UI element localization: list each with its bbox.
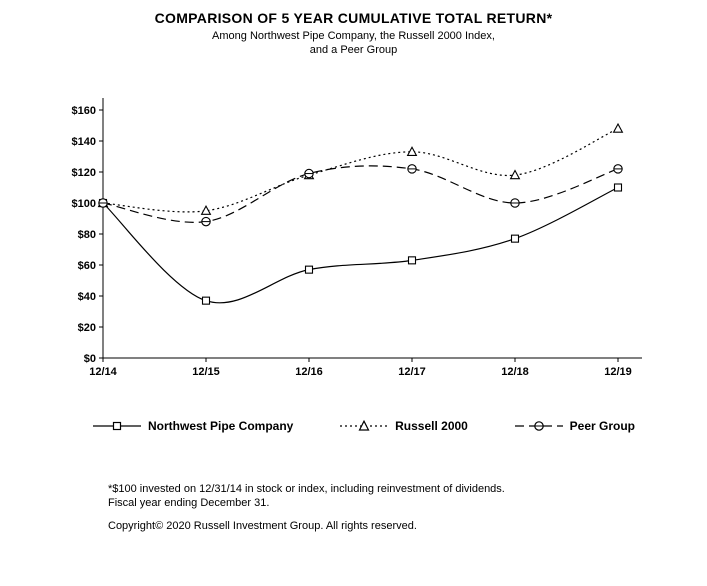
y-tick-label: $100 — [72, 198, 96, 210]
legend-item-peer-group: Peer Group — [514, 418, 635, 434]
marker-triangle — [406, 146, 418, 156]
chart-subtitle-line1: Among Northwest Pipe Company, the Russel… — [212, 30, 495, 42]
marker-square — [201, 296, 211, 305]
line-chart: $0 $20 $40 $60 $80 $100 $120 $140 $160 12/14 12/15… — [72, 98, 642, 378]
legend-label-peer-group: Peer Group — [569, 419, 635, 433]
chart-title: COMPARISON OF 5 YEAR CUMULATIVE TOTAL RE… — [154, 10, 553, 26]
marker-square — [304, 265, 314, 274]
legend-item-northwest-pipe: Northwest Pipe Company — [92, 418, 293, 434]
footnote-line2: Fiscal year ending December 31. — [108, 497, 270, 509]
series-line-circle — [102, 165, 619, 223]
series-line-triangle — [102, 128, 619, 213]
legend-item-russell-2000: Russell 2000 — [339, 418, 468, 434]
marker-square — [510, 234, 520, 243]
triangle-marker-icon — [340, 419, 389, 431]
copyright-note: Copyright© 2020 Russell Investment Group… — [108, 520, 417, 532]
legend-label-russell-2000: Russell 2000 — [395, 419, 468, 433]
marker-triangle — [612, 122, 624, 133]
y-tick-label: $140 — [72, 136, 96, 148]
y-tick-label: $20 — [78, 322, 96, 334]
marker-triangle — [200, 204, 212, 215]
x-tick-label: 12/14 — [89, 366, 117, 378]
x-tick-label: 12/18 — [501, 366, 529, 378]
y-tick-label: $120 — [72, 167, 96, 179]
chart-legend: Northwest Pipe Company Russell 2000 Peer… — [0, 418, 707, 434]
y-tick-label: $60 — [78, 260, 96, 272]
series-line-square — [102, 186, 619, 304]
marker-square — [613, 183, 623, 192]
x-tick-label: 12/19 — [604, 366, 632, 378]
chart-subtitle-line2: and a Peer Group — [309, 44, 398, 56]
x-tick-label: 12/17 — [398, 366, 426, 378]
x-tick-label: 12/15 — [192, 366, 220, 378]
y-tick-label: $40 — [78, 291, 96, 303]
legend-label-northwest-pipe: Northwest Pipe Company — [148, 419, 294, 433]
x-tick-label: 12/16 — [295, 366, 323, 378]
marker-triangle — [509, 169, 521, 180]
y-tick-label: $160 — [72, 105, 96, 117]
chart-footnotes: *$100 invested on 12/31/14 in stock or i… — [108, 482, 505, 510]
marker-square — [407, 256, 417, 265]
y-tick-label: $0 — [84, 353, 96, 365]
square-marker-icon — [93, 421, 141, 431]
y-tick-label: $80 — [78, 229, 96, 241]
footnote-line1: *$100 invested on 12/31/14 in stock or i… — [108, 483, 505, 495]
circle-marker-icon — [514, 421, 563, 431]
